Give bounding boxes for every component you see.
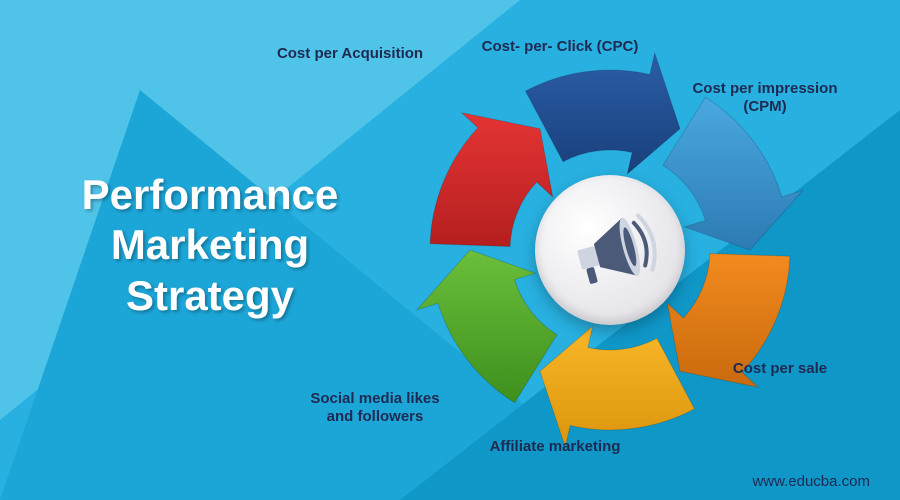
cycle-arrow-4 bbox=[540, 326, 695, 447]
cycle-label-2: Cost per impression (CPM) bbox=[685, 80, 845, 116]
title-line-3: Strategy bbox=[40, 271, 380, 321]
page-title: Performance Marketing Strategy bbox=[40, 170, 380, 321]
cycle-arrow-1 bbox=[525, 53, 680, 174]
title-line-1: Performance bbox=[40, 170, 380, 220]
cycle-label-0: Cost per Acquisition bbox=[270, 45, 430, 63]
footer-url: www.educba.com bbox=[752, 473, 870, 490]
center-circle bbox=[535, 175, 685, 325]
megaphone-icon bbox=[560, 200, 660, 300]
cycle-arrow-5 bbox=[417, 250, 557, 403]
cycle-arrow-0 bbox=[430, 113, 553, 247]
title-line-2: Marketing bbox=[40, 220, 380, 270]
cycle-label-5: Social media likes and followers bbox=[295, 390, 455, 426]
cycle-arrow-2 bbox=[663, 97, 803, 250]
cycle-label-4: Affiliate marketing bbox=[475, 438, 635, 456]
cycle-label-3: Cost per sale bbox=[700, 360, 860, 378]
cycle-label-1: Cost- per- Click (CPC) bbox=[480, 38, 640, 56]
